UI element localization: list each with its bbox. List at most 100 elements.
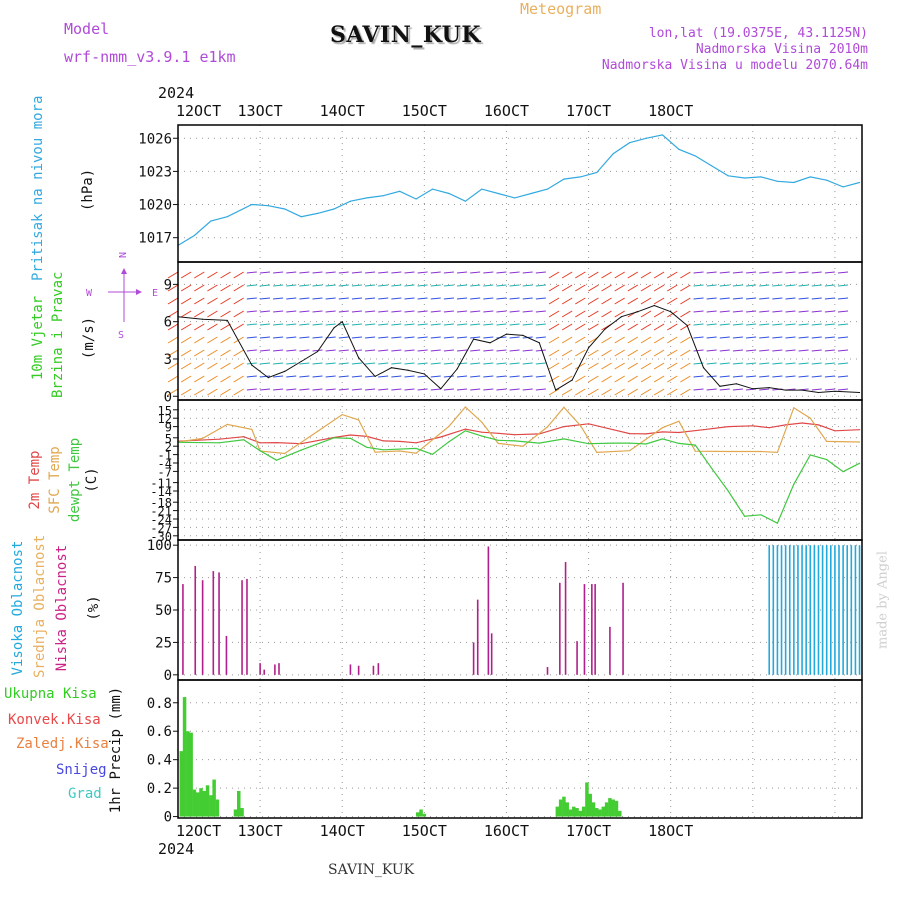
temp-point	[579, 424, 581, 427]
wind-barb	[614, 271, 625, 279]
wind-barb	[391, 336, 402, 339]
wind-barb	[535, 349, 546, 352]
wind-barb	[759, 336, 770, 339]
wind-barb	[246, 297, 257, 300]
wind-barb	[404, 336, 415, 339]
pressure-point	[349, 200, 352, 202]
wind-barb	[180, 323, 192, 331]
wind-barb	[470, 271, 481, 274]
pressure-point	[464, 200, 466, 202]
temp-point	[563, 406, 565, 408]
wind-point	[604, 328, 606, 330]
temp-point	[464, 428, 466, 430]
temp-point	[514, 440, 516, 442]
precip-bar	[568, 809, 573, 817]
wind-barb	[601, 362, 612, 370]
cloud-bar	[768, 545, 771, 675]
wind-barb	[798, 284, 809, 287]
wind-barb	[417, 271, 428, 274]
wind-barb	[666, 362, 678, 370]
wind-point	[374, 375, 376, 377]
temp-point	[702, 429, 705, 431]
pressure-point	[711, 165, 713, 167]
snijeg-label: Snijeg	[56, 762, 107, 778]
wind-barb	[785, 310, 796, 313]
wind-barb	[732, 375, 743, 378]
wind-barb	[430, 362, 441, 365]
precip-bar	[205, 785, 210, 817]
wind-barb	[207, 310, 218, 318]
temp-point	[661, 427, 664, 429]
wind-barb	[351, 375, 362, 378]
pressure-point	[284, 208, 286, 210]
wind-barb	[325, 388, 336, 391]
wind-barb	[246, 349, 257, 352]
wind-barb	[299, 349, 310, 352]
temp-point	[259, 442, 261, 444]
cloud-bar	[476, 599, 479, 675]
wind-barb	[653, 388, 665, 396]
wind-barb	[693, 388, 704, 391]
temp-point	[546, 426, 549, 428]
wind-barb	[772, 323, 783, 326]
wind-barb	[509, 349, 520, 352]
wind-barb	[180, 349, 192, 357]
wind-barb	[207, 362, 218, 370]
temp-point	[399, 450, 401, 452]
wind-barb	[785, 284, 796, 287]
wind-barb	[338, 362, 349, 365]
temp-point	[612, 442, 614, 444]
precip-bar	[192, 789, 197, 817]
wind-barb	[443, 349, 454, 352]
wind-barb	[588, 375, 599, 383]
compass-n-label: N	[118, 251, 129, 258]
pressure-point	[563, 178, 565, 180]
wind-barb	[470, 362, 481, 365]
wind-barb	[312, 310, 323, 313]
temp-point	[382, 440, 384, 442]
wind-point	[719, 385, 721, 387]
temp-point	[678, 420, 680, 422]
y-tick-label: 12	[158, 412, 172, 426]
wind-barb	[824, 388, 835, 391]
wind-barb	[286, 297, 297, 300]
temp-unit-label: (C)	[84, 467, 100, 493]
wind-point	[571, 379, 573, 381]
wind-barb	[417, 375, 428, 378]
y-tick-label: 50	[155, 603, 172, 619]
wind-barb	[798, 336, 809, 339]
temp-point	[464, 406, 466, 408]
precip-bar	[419, 809, 423, 817]
wind-barb	[824, 323, 835, 326]
wind-barb	[798, 349, 809, 352]
cloud-bar	[772, 545, 775, 675]
temp-point	[801, 422, 803, 424]
wind-barb	[575, 284, 586, 292]
wind-barb	[759, 284, 770, 287]
wind-barb	[483, 310, 494, 313]
wind-barb	[693, 271, 704, 274]
wind-barb	[746, 310, 757, 313]
wind-barb	[483, 284, 494, 287]
wind-barb	[180, 297, 192, 305]
pressure-point	[596, 171, 598, 174]
wind-point	[202, 318, 204, 320]
temp-point	[858, 441, 861, 443]
precip-bar	[215, 799, 220, 817]
temp-point	[809, 417, 811, 419]
wind-barb	[194, 323, 205, 331]
precip-bar	[422, 813, 427, 817]
wind-point	[300, 360, 302, 363]
cloud-bar	[817, 545, 820, 675]
wind-barb	[561, 284, 573, 292]
wind-barb	[443, 375, 454, 378]
temp-series-line	[177, 406, 860, 455]
wind-barb	[666, 310, 678, 318]
wind-barb	[509, 271, 520, 274]
cloud-bar	[825, 545, 828, 675]
wind-barb	[509, 284, 520, 287]
wind-barb	[286, 388, 297, 391]
wind-barb	[561, 388, 573, 396]
wind-barb	[404, 284, 415, 287]
cloud-bar	[846, 545, 849, 675]
